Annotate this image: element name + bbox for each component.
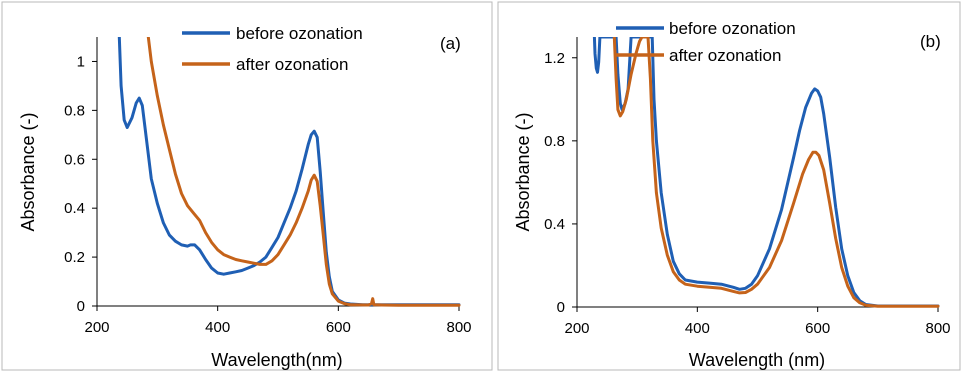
panel-b-legend: before ozonation after ozonation <box>616 19 796 65</box>
panel-a-x-axis-title: Wavelength(nm) <box>211 350 342 370</box>
panel-b-series-line-before <box>592 37 940 308</box>
panel-a-y-tick-label: 0 <box>77 298 85 315</box>
panel-a-border <box>1 1 493 371</box>
panel-a-legend-label-after: after ozonation <box>236 55 348 74</box>
panel-b-x-tick-label: 800 <box>925 320 950 337</box>
panel-b: 0 0.4 0.8 1.2 200 400 600 800 (b) Wavelength (… <box>497 1 961 371</box>
panel-b-y-axis-title: Absorbance (-) <box>513 112 533 231</box>
panel-a-y-tick-label: 0.6 <box>64 151 85 168</box>
panel-b-border <box>497 1 961 371</box>
panel-a-x-tick-label: 200 <box>84 319 109 336</box>
panel-a-x-tick-label: 800 <box>446 319 471 336</box>
panel-b-y-tick-label: 0 <box>557 299 565 316</box>
panel-b-y-tick-label: 0.8 <box>544 133 565 150</box>
panel-b-series <box>592 37 940 308</box>
panel-a: 0 0.2 0.4 0.6 0.8 1 200 400 600 800 (a) Waveleng… <box>1 1 493 371</box>
panel-b-y-tick-label: 0.4 <box>544 216 565 233</box>
panel-a-series-line-after <box>146 37 461 307</box>
panel-b-x-tick-label: 600 <box>805 320 830 337</box>
panel-b-x-tick-label: 200 <box>564 320 589 337</box>
panel-a-y-axis: 0 0.2 0.4 0.6 0.8 1 <box>64 37 98 315</box>
panel-a-label: (a) <box>440 34 461 53</box>
panel-a-legend: before ozonation after ozonation <box>182 24 363 74</box>
panel-a-x-tick-label: 400 <box>205 319 230 336</box>
panel-b-x-tick-label: 400 <box>685 320 710 337</box>
panel-b-series-line-after <box>612 37 940 308</box>
panel-a-y-tick-label: 0.4 <box>64 200 85 217</box>
panel-a-y-axis-title: Absorbance (-) <box>18 112 38 231</box>
panel-b-x-axis-title: Wavelength (nm) <box>689 350 825 370</box>
panel-a-y-tick-label: 1 <box>77 53 85 70</box>
panel-a-x-tick-label: 600 <box>326 319 351 336</box>
panel-a-series-line-before <box>117 37 461 307</box>
panel-b-legend-label-after: after ozonation <box>669 46 781 65</box>
panel-b-label: (b) <box>920 32 941 51</box>
panel-a-legend-label-before: before ozonation <box>236 24 363 43</box>
panel-b-y-axis: 0 0.4 0.8 1.2 <box>544 37 578 316</box>
panel-a-series <box>117 37 461 307</box>
panel-a-y-tick-label: 0.2 <box>64 249 85 266</box>
panel-a-y-tick-label: 0.8 <box>64 102 85 119</box>
panel-b-legend-label-before: before ozonation <box>669 19 796 38</box>
panel-b-y-tick-label: 1.2 <box>544 50 565 67</box>
